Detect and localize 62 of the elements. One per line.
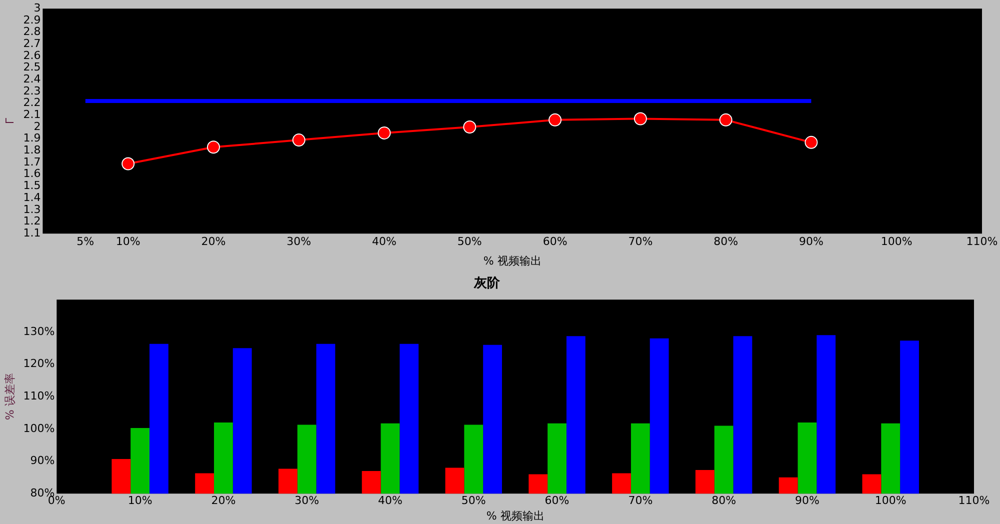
- x-tick-label: 40%: [378, 494, 402, 508]
- x-tick-label: 100%: [880, 235, 912, 248]
- x-tick-label: 60%: [544, 494, 570, 508]
- x-tick-label: 20%: [201, 235, 226, 248]
- x-axis-title: % 视频输出: [483, 254, 542, 268]
- x-tick-label: 30%: [294, 494, 320, 508]
- point: [122, 157, 135, 170]
- x-tick-label: 110%: [958, 494, 990, 508]
- y-tick-label: 1.9: [23, 132, 41, 145]
- y-tick-label: 100%: [23, 422, 55, 435]
- y-tick-label: 2.8: [23, 25, 41, 38]
- y-tick-label: 1.1: [23, 226, 41, 240]
- y-tick-label: 3: [34, 1, 41, 14]
- x-tick-label: 50%: [461, 494, 486, 508]
- point: [206, 140, 220, 154]
- chart-title: 灰阶: [473, 276, 501, 292]
- y-tick-label: 2: [34, 120, 41, 133]
- y-tick-label: 2.2: [23, 96, 41, 110]
- x-tick-label: 90%: [798, 235, 824, 248]
- y-tick-label: 2.6: [23, 48, 41, 62]
- x-axis-title: % 视频输出: [486, 509, 544, 522]
- x-tick-label: 10%: [128, 494, 152, 508]
- y-tick-label: 2.4: [23, 72, 41, 86]
- x-tick-label: 20%: [211, 494, 236, 508]
- x-tick-label: 30%: [286, 235, 312, 248]
- point: [634, 112, 647, 126]
- y-tick-label: 2.5: [23, 60, 41, 74]
- x-tick-label: 90%: [794, 494, 820, 508]
- y-tick-label: 1.6: [23, 167, 41, 180]
- y-tick-label: 2.9: [23, 13, 41, 26]
- point: [804, 136, 818, 149]
- y-tick-label: 130%: [23, 324, 55, 338]
- x-tick-label: 10%: [116, 235, 140, 248]
- y-tick-label: 2.7: [23, 36, 41, 50]
- point: [548, 113, 562, 126]
- x-tick-label: 70%: [628, 235, 653, 248]
- x-tick-label: 80%: [714, 235, 738, 248]
- y-axis-title: Γ: [3, 117, 16, 124]
- x-tick-label: 60%: [542, 235, 568, 248]
- y-tick-label: 1.4: [23, 190, 41, 204]
- x-tick-label: 40%: [372, 235, 396, 248]
- y-tick-label: 1.5: [23, 179, 41, 192]
- x-tick-label: 70%: [628, 494, 653, 508]
- y-axis-title: % 误差率: [3, 373, 16, 420]
- x-tick-label: 100%: [874, 494, 906, 508]
- point: [378, 126, 391, 140]
- x-tick-label: 110%: [966, 235, 998, 248]
- point: [292, 134, 306, 147]
- x-tick-label: 50%: [457, 235, 482, 248]
- y-tick-label: 120%: [23, 357, 55, 370]
- y-tick-label: 1.3: [23, 202, 41, 216]
- y-tick-label: 2.3: [23, 84, 41, 98]
- y-tick-label: 110%: [23, 389, 55, 402]
- x-tick-label: 80%: [712, 494, 736, 508]
- x-tick-label: 5%: [76, 235, 94, 248]
- point: [719, 113, 732, 126]
- point: [463, 120, 476, 134]
- y-tick-label: 1.2: [23, 214, 41, 228]
- y-tick-label: 1.8: [23, 144, 41, 157]
- y-tick-label: 90%: [30, 454, 55, 468]
- y-tick-label: 1.7: [23, 155, 41, 168]
- y-tick-label: 2.1: [23, 108, 41, 122]
